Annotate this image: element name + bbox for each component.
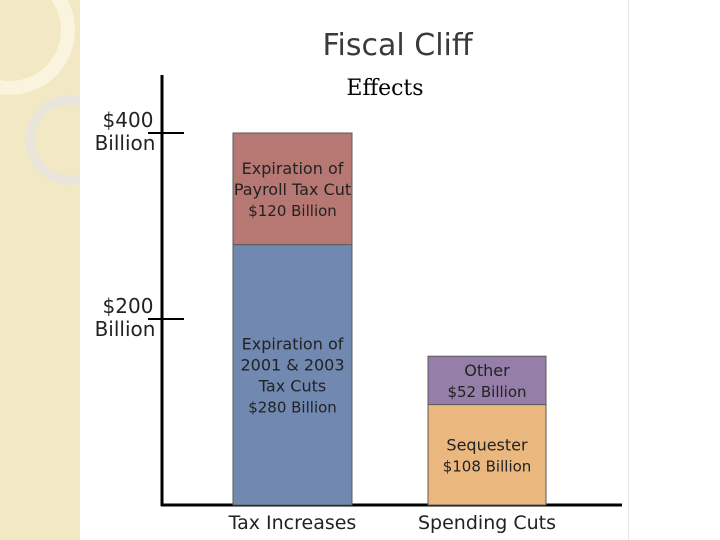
data-label: Sequester [446, 435, 528, 454]
data-label: $108 Billion [443, 457, 532, 475]
slide-subtitle: Effects [346, 76, 424, 101]
data-label: $52 Billion [447, 383, 526, 401]
data-label: Payroll Tax Cut [234, 180, 351, 199]
data-label: 2001 & 2003 [240, 355, 344, 374]
x-tick-label: Tax Increases [228, 512, 357, 534]
y-tick-label: $200 Billion [95, 294, 156, 341]
x-tick-label: Spending Cuts [418, 512, 556, 534]
data-label: Tax Cuts [258, 376, 326, 395]
bar-segment [427, 355, 547, 406]
bar-segment [427, 404, 547, 506]
data-label: $120 Billion [248, 202, 337, 220]
data-label: $280 Billion [248, 398, 337, 416]
data-label: Expiration of [242, 159, 344, 178]
y-tick-label: $400 Billion [95, 108, 156, 155]
data-label: Expiration of [242, 334, 344, 353]
bar-segment [232, 244, 353, 506]
bar-segment [232, 132, 353, 246]
data-label: Other [464, 361, 510, 380]
slide-title: Fiscal Cliff [322, 28, 473, 63]
